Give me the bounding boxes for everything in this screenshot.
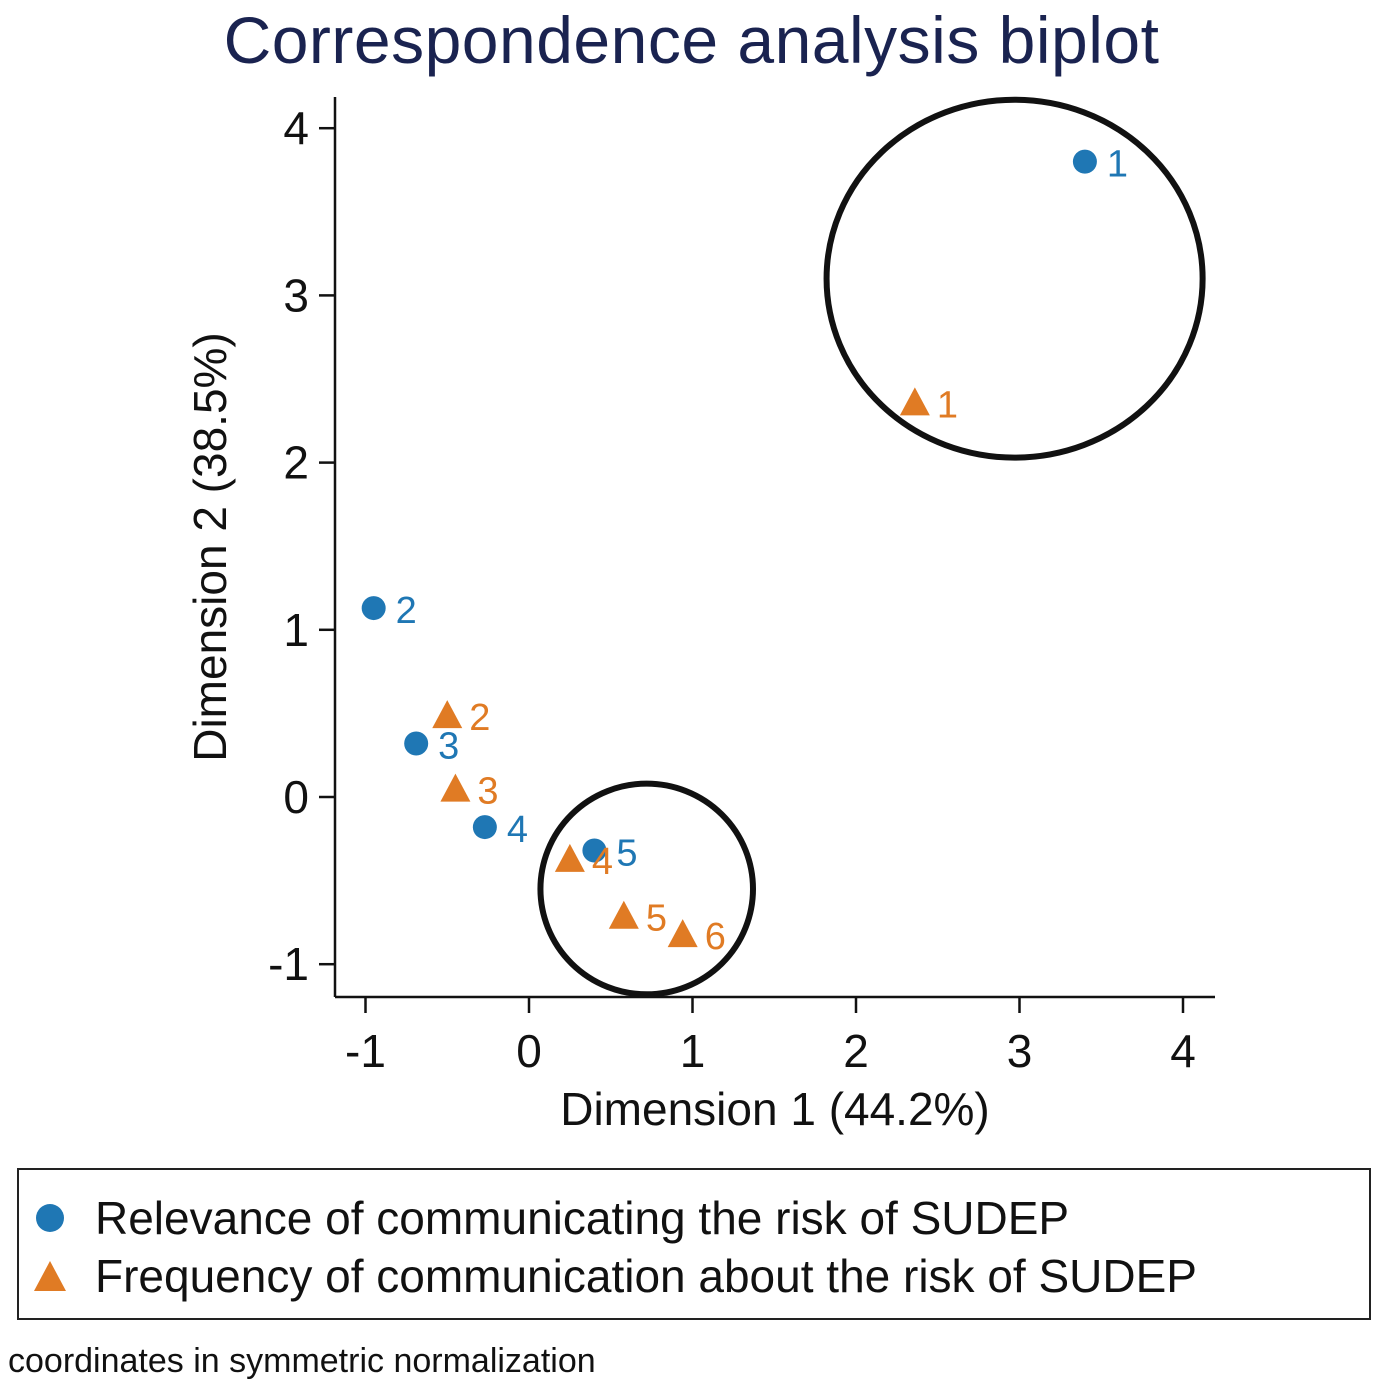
data-point-circle <box>1072 149 1097 174</box>
y-tick-label: 3 <box>283 269 309 321</box>
data-point-label: 6 <box>705 916 726 958</box>
x-tick-label: 4 <box>1170 1025 1196 1077</box>
chart-title: Correspondence analysis biplot <box>223 3 1160 77</box>
data-point-label: 5 <box>616 833 637 875</box>
data-point-circle <box>404 731 429 756</box>
data-point-label: 5 <box>646 898 667 940</box>
legend-label: Frequency of communication about the ris… <box>95 1250 1197 1302</box>
x-tick-label: 1 <box>680 1025 706 1077</box>
data-point-triangle <box>554 843 585 872</box>
data-point-label: 2 <box>396 590 417 632</box>
annotation-circle <box>823 96 1206 461</box>
y-tick-label: -1 <box>268 938 309 990</box>
y-tick-label: 4 <box>283 102 309 154</box>
x-tick-label: 2 <box>843 1025 869 1077</box>
y-tick-label: 0 <box>283 771 309 823</box>
data-point-triangle <box>899 387 930 416</box>
footnote: coordinates in symmetric normalization <box>8 1342 596 1380</box>
data-point-triangle <box>667 919 698 948</box>
data-point-label: 1 <box>1107 144 1128 186</box>
x-axis-label: Dimension 1 (44.2%) <box>560 1083 990 1135</box>
legend: Relevance of communicating the risk of S… <box>17 1168 1371 1320</box>
legend-item-relevance: Relevance of communicating the risk of S… <box>33 1190 1069 1246</box>
data-point-triangle <box>608 900 639 929</box>
legend-item-frequency: Frequency of communication about the ris… <box>33 1248 1197 1304</box>
circle-marker-icon <box>36 1204 64 1232</box>
y-tick-label: 2 <box>283 437 309 489</box>
triangle-marker-icon <box>34 1261 66 1291</box>
data-point-circle <box>361 596 386 621</box>
data-point-triangle <box>432 700 463 729</box>
data-point-label: 2 <box>469 697 490 739</box>
x-tick-label: 0 <box>516 1025 542 1077</box>
y-axis-label: Dimension 2 (38.5%) <box>184 332 236 762</box>
data-point-circle <box>472 815 497 840</box>
data-point-circle <box>582 838 607 863</box>
data-point-label: 3 <box>477 771 498 813</box>
data-point-label: 4 <box>592 841 613 883</box>
x-tick-label: 3 <box>1007 1025 1033 1077</box>
data-point-triangle <box>440 773 471 802</box>
y-tick-label: 1 <box>283 604 309 656</box>
data-point-label: 4 <box>507 809 528 851</box>
data-point-label: 1 <box>937 384 958 426</box>
data-point-label: 3 <box>438 725 459 767</box>
legend-label: Relevance of communicating the risk of S… <box>95 1192 1070 1244</box>
annotation-circle <box>537 780 756 998</box>
x-tick-label: -1 <box>345 1025 386 1077</box>
